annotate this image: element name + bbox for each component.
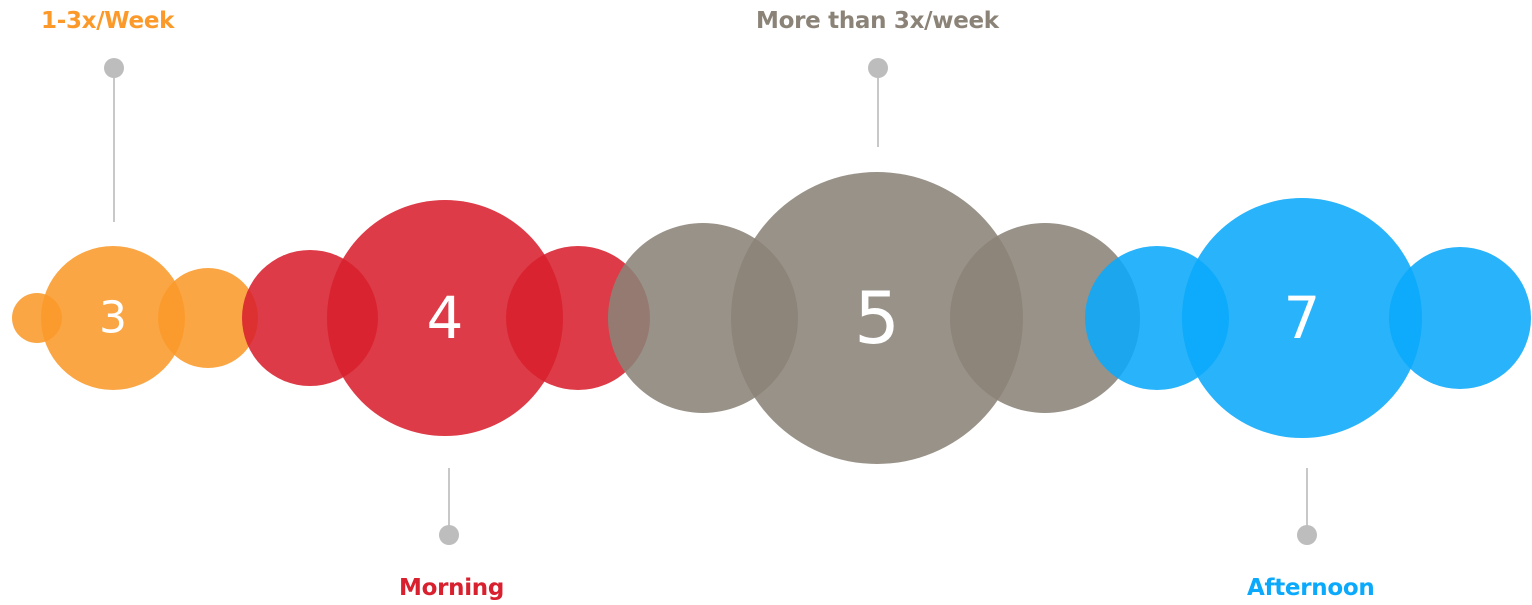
callout-afternoon bbox=[1297, 468, 1317, 545]
callout-more-than-3x-week bbox=[868, 58, 888, 147]
callout-dot bbox=[104, 58, 124, 78]
bubble-side bbox=[1389, 247, 1531, 389]
callout-morning bbox=[439, 468, 459, 545]
callout-dot bbox=[868, 58, 888, 78]
bubble-main bbox=[731, 172, 1023, 464]
label-more-than-3x-week: More than 3x/week bbox=[756, 8, 999, 34]
label-afternoon: Afternoon bbox=[1247, 575, 1375, 601]
bubble-group-4: 4 bbox=[242, 200, 650, 436]
bubble-main bbox=[41, 246, 185, 390]
callout-dot bbox=[439, 525, 459, 545]
bubble-group-5: 5 bbox=[608, 172, 1140, 464]
bubble-value: 7 bbox=[1284, 284, 1321, 352]
callout-1-3x-week bbox=[104, 58, 124, 222]
bubble-group-7: 7 bbox=[1085, 198, 1531, 438]
callout-dot bbox=[1297, 525, 1317, 545]
label-1-3x-week: 1-3x/Week bbox=[41, 8, 175, 34]
bubble-value: 4 bbox=[427, 284, 464, 352]
bubble-main bbox=[1182, 198, 1422, 438]
bubble-side bbox=[158, 268, 258, 368]
label-morning: Morning bbox=[399, 575, 505, 601]
bubble-value: 3 bbox=[99, 293, 127, 344]
bubble-group-3: 3 bbox=[12, 246, 258, 390]
bubble-main bbox=[327, 200, 563, 436]
bubble-value: 5 bbox=[854, 276, 900, 360]
